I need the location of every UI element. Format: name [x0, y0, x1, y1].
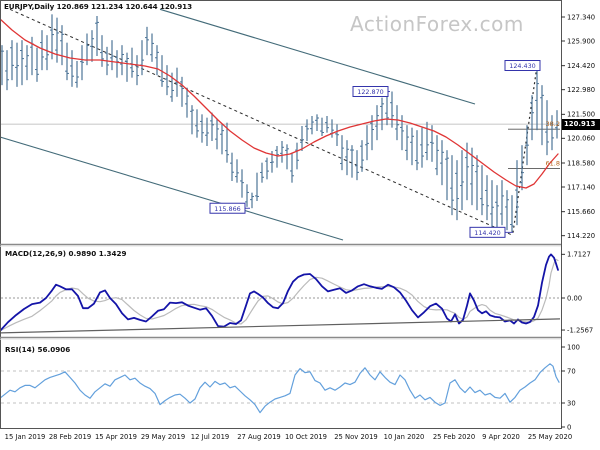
- date-axis-label: 25 May 2020: [528, 433, 572, 441]
- rsi-panel: [1, 363, 560, 414]
- rsi-axis-label: 70: [567, 367, 576, 375]
- symbol-timeframe-label: EURJPY,Daily: [4, 2, 55, 11]
- symbol-title: EURJPY,Daily 120.869 121.234 120.644 120…: [4, 2, 192, 11]
- watermark: ActionForex.com: [350, 12, 524, 36]
- fib-level-label: 38.2: [546, 120, 560, 128]
- price-tag-box: [504, 60, 541, 71]
- price-tag-label: 114.420: [474, 229, 500, 237]
- price-tag-box: [352, 86, 389, 97]
- price-axis-label: 117.140: [567, 183, 595, 191]
- rsi-indicator-label: RSI(14) 56.0906: [5, 345, 71, 354]
- price-axis-label: 122.980: [567, 86, 595, 94]
- macd-trendline: [1, 318, 560, 334]
- date-axis-label: 29 May 2019: [141, 433, 185, 441]
- date-axis-label: 15 Apr 2019: [95, 433, 137, 441]
- rsi-line: [1, 363, 560, 414]
- date-axis-label: 25 Nov 2019: [334, 433, 378, 441]
- date-axis-label: 27 Aug 2019: [237, 433, 281, 441]
- channel-upper-line: [159, 8, 476, 105]
- date-axis-label: 10 Oct 2019: [285, 433, 327, 441]
- macd-axis-label: -1.2567: [567, 326, 593, 334]
- date-axis-label: 12 Jul 2019: [191, 433, 229, 441]
- rsi-axis-label: 0: [567, 423, 571, 431]
- price-axis-label: 127.340: [567, 13, 595, 21]
- price-tag-label: 115.866: [214, 205, 240, 213]
- macd-main-line: [1, 253, 559, 332]
- macd-axis-label: 0.00: [567, 294, 582, 302]
- price-axis-label: 121.500: [567, 111, 595, 119]
- date-axis-label: 9 Apr 2020: [482, 433, 520, 441]
- date-axis-label: 28 Feb 2019: [49, 433, 91, 441]
- moving-average-line: [1, 19, 559, 189]
- price-axis-label: 115.660: [567, 208, 595, 216]
- price-tag-box: [469, 226, 506, 238]
- price-panel: 124.430 122.870 115.866 114.420: [1, 8, 560, 241]
- date-axis-label: 15 Jan 2019: [5, 433, 46, 441]
- ohlc-values: 120.869 121.234 120.644 120.913: [56, 2, 192, 11]
- rally-dotted-line: [512, 65, 538, 233]
- date-axis-label: 10 Jan 2020: [384, 433, 425, 441]
- channel-lower-line: [1, 136, 344, 241]
- price-tag-label: 124.430: [509, 62, 535, 70]
- macd-panel: [1, 253, 560, 334]
- price-axis-label: 125.900: [567, 37, 595, 45]
- falling-trendline-dashed: [9, 8, 513, 236]
- current-price-badge: 120.913: [562, 119, 600, 130]
- price-tag-label: 122.870: [357, 88, 383, 96]
- rsi-axis-label: 30: [567, 399, 576, 407]
- macd-indicator-label: MACD(12,26,9) 0.9890 1.3429: [5, 249, 127, 258]
- plot-frame: [0, 0, 562, 429]
- date-axis-label: 25 Feb 2020: [433, 433, 475, 441]
- price-axis-label: 120.060: [567, 135, 595, 143]
- price-axis-label: 118.580: [567, 159, 595, 167]
- fib-level-label: 61.8: [546, 160, 560, 168]
- price-axis-label: 124.420: [567, 62, 595, 70]
- macd-axis-label: 1.7127: [567, 251, 591, 259]
- macd-signal-line: [1, 258, 559, 332]
- rsi-axis-label: 100: [567, 343, 580, 351]
- price-axis-label: 114.220: [567, 232, 595, 240]
- price-tag-box: [209, 202, 246, 214]
